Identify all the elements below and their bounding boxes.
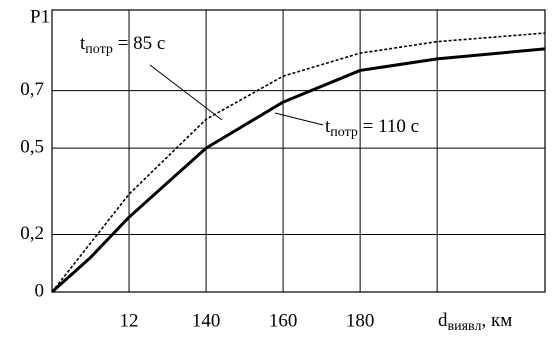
series-line (50, 47, 546, 294)
x-tick-label: 160 (269, 310, 298, 331)
annotation-sub: потр (85, 42, 113, 57)
x-axis-label: dвиявл, км (438, 310, 512, 334)
x-label-rest: , км (481, 310, 512, 331)
annotation-main: t (80, 33, 86, 54)
x-label-main: d (438, 310, 448, 331)
y-tick-label: 0,2 (20, 223, 44, 244)
annotation-rest: = 85 c (113, 33, 165, 54)
x-tick-label: 12 (120, 310, 139, 331)
y-tick-label: 0,7 (20, 79, 44, 100)
plot-frame (51, 9, 546, 293)
annotation-leader (274, 112, 324, 126)
series-line (51, 32, 546, 293)
y-axis-label: P1 (30, 6, 50, 27)
annotation: tпотр = 110 c (325, 116, 419, 140)
y-tick-label: 0 (35, 280, 45, 301)
x-label-sub: виявл (448, 319, 482, 334)
annotation-leader (149, 64, 223, 121)
annotation-sub: потр (330, 125, 358, 140)
annotation-rest: = 110 c (358, 116, 419, 137)
x-tick-label: 140 (192, 310, 221, 331)
y-tick-label: 0,5 (20, 136, 44, 157)
x-tick-label: 180 (346, 310, 375, 331)
annotation: tпотр = 85 c (80, 33, 165, 57)
annotation-main: t (325, 116, 331, 137)
